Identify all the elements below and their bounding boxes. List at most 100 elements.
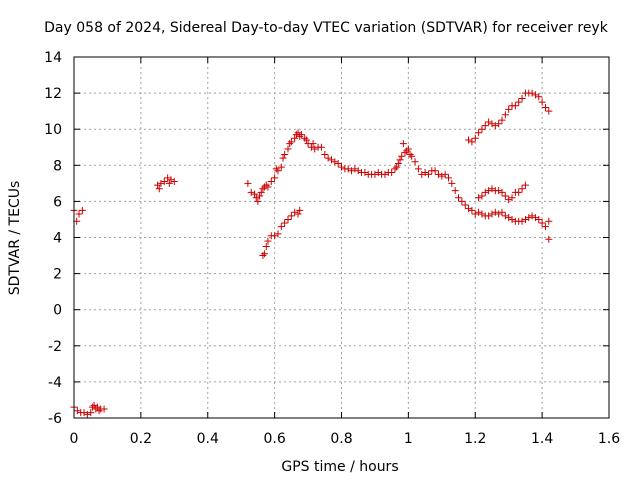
data-point	[164, 174, 172, 182]
data-point	[286, 140, 294, 148]
data-point	[468, 206, 476, 214]
data-point	[252, 194, 260, 202]
data-point	[495, 210, 503, 218]
data-point	[465, 205, 473, 213]
data-point	[264, 237, 272, 245]
x-tick-label: 1.6	[598, 431, 620, 447]
data-point	[538, 98, 546, 106]
data-point	[518, 95, 526, 103]
x-tick-label: 1.4	[531, 431, 553, 447]
data-point	[538, 219, 546, 227]
data-point	[491, 122, 499, 130]
data-point	[291, 134, 299, 142]
data-point	[505, 214, 513, 222]
data-point	[491, 208, 499, 216]
data-point	[272, 165, 280, 173]
data-point	[399, 140, 407, 148]
x-tick-label: 0.6	[263, 431, 285, 447]
data-point	[478, 192, 486, 200]
data-point	[394, 159, 402, 167]
data-point	[471, 210, 479, 218]
series-segment-d-mid	[475, 181, 529, 204]
y-tick-label: 8	[53, 158, 62, 174]
data-point	[451, 187, 459, 195]
series-segment-d-top	[465, 89, 553, 146]
data-point	[414, 165, 422, 173]
data-point	[488, 185, 496, 193]
data-point	[90, 401, 98, 409]
axis-ticks: 0 0.2 0.4 0.6 0.8 1 1.2 1.4 1.6 -6 -4 -2 0 2 4 6 8 10 12 14	[44, 50, 620, 447]
data-point	[170, 178, 178, 186]
data-point	[338, 163, 345, 171]
data-point	[531, 91, 539, 99]
data-point	[541, 104, 549, 112]
data-point	[267, 178, 275, 186]
data-point	[535, 215, 543, 223]
data-point	[531, 214, 539, 222]
data-point	[87, 409, 95, 417]
data-point	[73, 407, 81, 415]
x-tick-label: 0.4	[197, 431, 219, 447]
data-point	[348, 167, 356, 175]
data-point	[528, 89, 536, 97]
y-tick-label: -4	[48, 375, 62, 391]
data-point	[287, 212, 295, 220]
data-point	[307, 143, 315, 151]
data-point	[351, 165, 359, 173]
data-point	[80, 409, 88, 417]
data-point	[317, 143, 325, 151]
data-point	[475, 194, 483, 202]
data-point	[508, 194, 516, 202]
data-point	[461, 201, 469, 209]
data-point	[518, 217, 526, 225]
data-point	[508, 215, 516, 223]
data-point	[324, 154, 332, 162]
data-point	[281, 219, 289, 227]
data-point	[485, 118, 493, 126]
y-tick-label: 12	[44, 86, 62, 102]
data-point	[297, 131, 305, 139]
data-point	[495, 120, 503, 128]
y-tick-label: -6	[48, 411, 62, 427]
data-point	[78, 206, 86, 214]
data-point	[478, 125, 486, 133]
data-point	[498, 188, 506, 196]
data-point	[388, 169, 396, 177]
data-point	[441, 170, 449, 178]
data-point	[424, 170, 432, 178]
data-point	[154, 181, 162, 189]
data-point	[396, 156, 404, 164]
data-point	[478, 210, 486, 218]
data-point	[281, 150, 289, 158]
data-point	[401, 149, 409, 157]
data-point	[501, 212, 509, 220]
series-segment-b	[154, 174, 178, 193]
y-tick-label: -2	[48, 339, 62, 355]
data-point	[505, 196, 513, 204]
data-point	[374, 169, 382, 177]
data-point	[284, 145, 292, 153]
data-point	[465, 136, 473, 144]
data-point	[344, 165, 352, 173]
data-point	[475, 208, 483, 216]
data-point	[251, 190, 259, 198]
data-point	[393, 163, 401, 171]
data-point	[262, 243, 270, 251]
data-point	[301, 134, 309, 142]
data-point	[277, 223, 285, 231]
data-point	[155, 185, 163, 193]
data-point	[100, 405, 108, 413]
data-point	[264, 183, 272, 191]
data-point	[294, 129, 302, 137]
data-point	[528, 212, 536, 220]
data-point	[448, 179, 456, 187]
data-point	[518, 185, 526, 193]
data-point	[309, 140, 317, 148]
data-point	[421, 169, 429, 177]
data-point	[381, 170, 389, 178]
data-point	[541, 223, 549, 231]
data-point	[271, 232, 279, 240]
data-point	[274, 230, 282, 238]
data-point	[431, 167, 439, 175]
data-point	[488, 120, 496, 128]
